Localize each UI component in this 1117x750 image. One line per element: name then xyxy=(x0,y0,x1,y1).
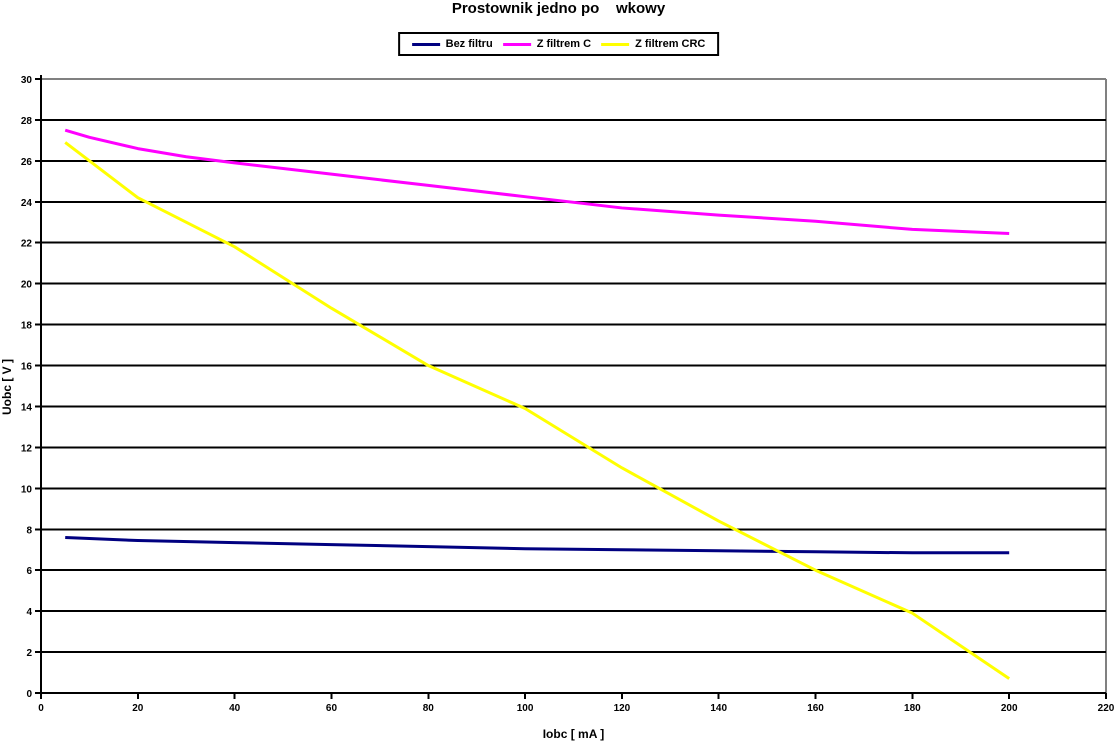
y-tick-label: 10 xyxy=(21,484,33,495)
legend-line-swatch-magenta xyxy=(502,42,531,46)
x-tick-label: 60 xyxy=(326,703,338,714)
y-tick-label: 6 xyxy=(26,566,32,577)
series-line-z-filtrem-c xyxy=(64,128,1010,236)
x-tick-label: 140 xyxy=(710,703,727,714)
x-tick-label: 180 xyxy=(904,703,921,714)
legend-line-swatch-yellow xyxy=(601,42,630,46)
y-tick-label: 24 xyxy=(21,198,33,209)
legend-item-z-filtrem-c: Z filtrem C xyxy=(502,38,592,50)
legend-label: Bez filtru xyxy=(445,38,493,50)
chart-title: Prostownik jedno po wkowy xyxy=(451,0,666,17)
x-tick-label: 100 xyxy=(517,703,534,714)
x-tick-label: 0 xyxy=(38,703,44,714)
series-line-bez-filtru xyxy=(65,535,1010,555)
y-tick-label: 28 xyxy=(21,116,33,127)
x-axis-title: Iobc [ mA ] xyxy=(542,727,605,741)
x-tick-label: 80 xyxy=(423,703,435,714)
y-tick-label: 26 xyxy=(21,157,33,168)
y-tick-label: 8 xyxy=(26,525,32,536)
y-tick-label: 2 xyxy=(26,648,32,659)
y-tick-label: 12 xyxy=(21,443,33,454)
legend-item-bez-filtru: Bez filtru xyxy=(411,38,493,50)
legend: Bez filtru Z filtrem C Z filtrem CRC xyxy=(397,32,720,56)
legend-line-swatch-navy xyxy=(411,42,440,46)
legend-item-z-filtrem-crc: Z filtrem CRC xyxy=(601,38,705,50)
series-line-z-filtrem-crc xyxy=(64,141,1011,680)
y-tick-label: 16 xyxy=(21,362,33,373)
x-tick-label: 220 xyxy=(1098,703,1115,714)
x-tick-label: 200 xyxy=(1001,703,1018,714)
y-tick-label: 20 xyxy=(21,280,33,291)
y-tick-label: 14 xyxy=(21,402,33,413)
x-tick-label: 120 xyxy=(614,703,631,714)
x-tick-label: 40 xyxy=(229,703,241,714)
y-tick-label: 0 xyxy=(26,689,32,700)
y-tick-label: 4 xyxy=(26,607,32,618)
legend-label: Z filtrem CRC xyxy=(635,38,706,50)
legend-label: Z filtrem C xyxy=(536,38,592,50)
y-tick-label: 18 xyxy=(21,321,33,332)
x-tick-label: 20 xyxy=(132,703,144,714)
y-tick-label: 30 xyxy=(21,75,33,86)
y-axis-title: Uobc [ V ] xyxy=(0,359,14,415)
x-tick-label: 160 xyxy=(807,703,824,714)
y-tick-label: 22 xyxy=(21,239,33,250)
